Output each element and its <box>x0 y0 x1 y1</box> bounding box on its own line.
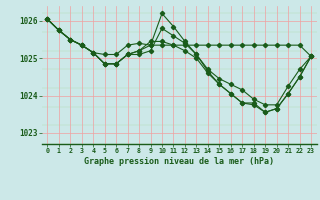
X-axis label: Graphe pression niveau de la mer (hPa): Graphe pression niveau de la mer (hPa) <box>84 157 274 166</box>
